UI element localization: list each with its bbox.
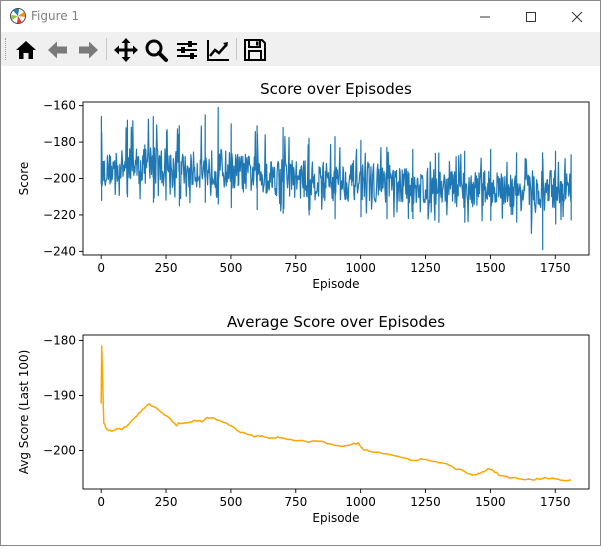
forward-button[interactable] bbox=[74, 36, 102, 64]
subplots-button[interactable] bbox=[173, 36, 201, 64]
y-tick-label: −180 bbox=[43, 334, 76, 348]
toolbar-grip[interactable] bbox=[5, 38, 8, 60]
y-axis-label: Avg Score (Last 100) bbox=[17, 350, 31, 475]
pan-icon bbox=[114, 38, 138, 62]
forward-arrow-icon bbox=[79, 41, 98, 59]
x-tick-label: 1500 bbox=[475, 261, 506, 275]
minimize-icon bbox=[480, 16, 490, 18]
x-tick-label: 250 bbox=[155, 261, 178, 275]
home-icon bbox=[16, 41, 36, 59]
minimize-button[interactable] bbox=[462, 1, 508, 32]
zoom-button[interactable] bbox=[142, 36, 170, 64]
y-tick-label: −190 bbox=[43, 389, 76, 403]
y-axis-label: Score bbox=[17, 162, 31, 196]
x-tick-label: 1000 bbox=[345, 495, 376, 509]
back-arrow-icon bbox=[48, 41, 67, 59]
zoom-icon bbox=[145, 39, 168, 62]
x-tick-label: 250 bbox=[155, 495, 178, 509]
axes-frame bbox=[82, 334, 590, 490]
back-button[interactable] bbox=[44, 36, 72, 64]
chart-title: Average Score over Episodes bbox=[227, 313, 445, 331]
series-line bbox=[100, 106, 572, 251]
toolbar-separator bbox=[106, 38, 107, 60]
chart-panel-2: 0 250 500 750 1000 1250 1500 1750 −180 −190 −200 Av… bbox=[17, 313, 590, 525]
window-title: Figure 1 bbox=[31, 9, 80, 23]
subplots-icon bbox=[177, 41, 197, 59]
y-tick-label: −200 bbox=[43, 172, 76, 186]
x-axis-label: Episode bbox=[312, 511, 359, 525]
chart-panel-1: 0 250 500 750 1000 1250 1500 1750 −160 −180 −200 −2… bbox=[17, 80, 590, 291]
y-tick-label: −200 bbox=[43, 444, 76, 458]
x-tick-label: 0 bbox=[97, 261, 105, 275]
x-tick-label: 1250 bbox=[410, 261, 441, 275]
navigation-toolbar bbox=[1, 32, 600, 66]
x-tick-label: 1000 bbox=[345, 261, 376, 275]
y-tick-label: −220 bbox=[43, 208, 76, 222]
save-button[interactable] bbox=[241, 36, 269, 64]
x-tick-label: 750 bbox=[284, 261, 307, 275]
y-tick-label: −240 bbox=[43, 244, 76, 258]
y-tick-label: −160 bbox=[43, 99, 76, 113]
close-button[interactable] bbox=[554, 1, 600, 32]
title-bar[interactable]: Figure 1 bbox=[1, 1, 600, 32]
figure-canvas[interactable]: 0 250 500 750 1000 1250 1500 1750 −160 −180 −200 −2… bbox=[1, 66, 600, 545]
x-tick-label: 1750 bbox=[540, 261, 571, 275]
x-tick-label: 1250 bbox=[410, 495, 441, 509]
x-tick-label: 0 bbox=[97, 495, 105, 509]
toolbar-separator bbox=[236, 38, 237, 60]
x-axis-label: Episode bbox=[312, 277, 359, 291]
home-button[interactable] bbox=[12, 36, 40, 64]
x-tick-label: 1500 bbox=[475, 495, 506, 509]
figure-svg: 0 250 500 750 1000 1250 1500 1750 −160 −180 −200 −2… bbox=[17, 80, 590, 525]
x-tick-label: 500 bbox=[219, 495, 242, 509]
x-tick-label: 1750 bbox=[540, 495, 571, 509]
maximize-button[interactable] bbox=[508, 1, 554, 32]
maximize-icon bbox=[526, 12, 536, 22]
x-tick-label: 500 bbox=[219, 261, 242, 275]
x-tick-label: 750 bbox=[284, 495, 307, 509]
save-icon bbox=[244, 39, 266, 61]
y-tick-label: −180 bbox=[43, 135, 76, 149]
pan-button[interactable] bbox=[112, 36, 140, 64]
edit-axis-icon bbox=[207, 40, 229, 61]
series-line bbox=[100, 345, 572, 482]
matplotlib-logo-icon bbox=[9, 7, 27, 25]
close-icon bbox=[571, 11, 583, 23]
chart-title: Score over Episodes bbox=[260, 80, 412, 98]
edit-axis-button[interactable] bbox=[204, 36, 232, 64]
